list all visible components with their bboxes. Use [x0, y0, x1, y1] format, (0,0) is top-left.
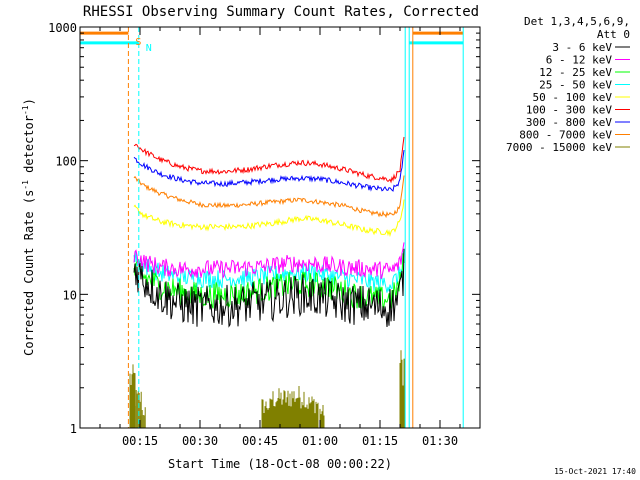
series-300-800-kev-line — [133, 150, 405, 192]
x-tick-label: 01:00 — [302, 434, 338, 448]
y-axis-label-main: Corrected Count Rate (s — [22, 190, 36, 356]
series-6-12-kev-line — [133, 242, 405, 280]
legend-label-25-50-kev: 25 - 50 keV — [539, 79, 612, 92]
flag-labels: SN — [135, 37, 151, 54]
y-axis-label-mid: detector — [22, 115, 36, 180]
series-300-800-kev — [133, 150, 405, 192]
y-axis-label-end: ) — [22, 98, 36, 105]
y-tick-label: 1 — [70, 422, 77, 436]
legend-header-line2: Att 0 — [597, 28, 630, 41]
legend-label-3-6-kev: 3 - 6 keV — [552, 41, 612, 54]
series-3-6-kev-line — [133, 248, 405, 328]
data-series — [129, 136, 406, 428]
y-tick-label: 10 — [63, 288, 77, 302]
series-6-12-kev — [133, 242, 405, 280]
flag-label-n: N — [146, 43, 152, 54]
series-800-7000-kev — [133, 175, 405, 219]
series-50-100-kev — [133, 199, 405, 238]
series-50-100-kev-line — [133, 199, 405, 238]
plot-frame — [79, 26, 481, 429]
legend-label-300-800-kev: 300 - 800 keV — [526, 116, 612, 129]
legend-label-12-25-kev: 12 - 25 keV — [539, 66, 612, 79]
series-100-300-kev — [133, 136, 405, 184]
legend-label-7000-15000-kev: 7000 - 15000 keV — [506, 141, 612, 154]
x-tick-label: 01:15 — [362, 434, 398, 448]
legend-label-100-300-kev: 100 - 300 keV — [526, 104, 612, 117]
footer-timestamp: 15-Oct-2021 17:40 — [554, 467, 636, 476]
x-tick-label: 01:30 — [422, 434, 458, 448]
y-axis-label-exp1: -1 — [21, 180, 30, 190]
x-tick-label: 00:15 — [122, 434, 158, 448]
y-tick-label: 1000 — [48, 21, 77, 35]
series-800-7000-kev-line — [133, 175, 405, 219]
x-axis-label: Start Time (18-Oct-08 00:00:22) — [168, 457, 392, 471]
legend-label-6-12-kev: 6 - 12 keV — [546, 54, 613, 67]
series-3-6-kev — [133, 248, 405, 328]
chart-title: RHESSI Observing Summary Count Rates, Co… — [83, 4, 479, 20]
axis-ticks: 00:15 00:30 00:45 01:00 01:15 01:30 1 10 100 1000 — [48, 21, 481, 448]
legend-label-50-100-kev: 50 - 100 keV — [533, 91, 613, 104]
x-tick-label: 00:30 — [182, 434, 218, 448]
series-100-300-kev-line — [133, 136, 405, 184]
y-tick-label: 100 — [55, 155, 77, 169]
flag-label-s: S — [135, 37, 141, 48]
y-axis-label: Corrected Count Rate (s-1 detector-1) — [21, 98, 36, 356]
legend-header-line1: Det 1,3,4,5,6,9, — [524, 15, 630, 28]
series-7000-15000-kev — [129, 350, 406, 428]
vertical-markers — [127, 27, 464, 428]
legend-label-800-7000-kev: 800 - 7000 keV — [519, 129, 612, 142]
flag-bars — [80, 31, 464, 45]
x-tick-label: 00:45 — [242, 434, 278, 448]
y-axis-label-exp2: -1 — [21, 105, 30, 115]
